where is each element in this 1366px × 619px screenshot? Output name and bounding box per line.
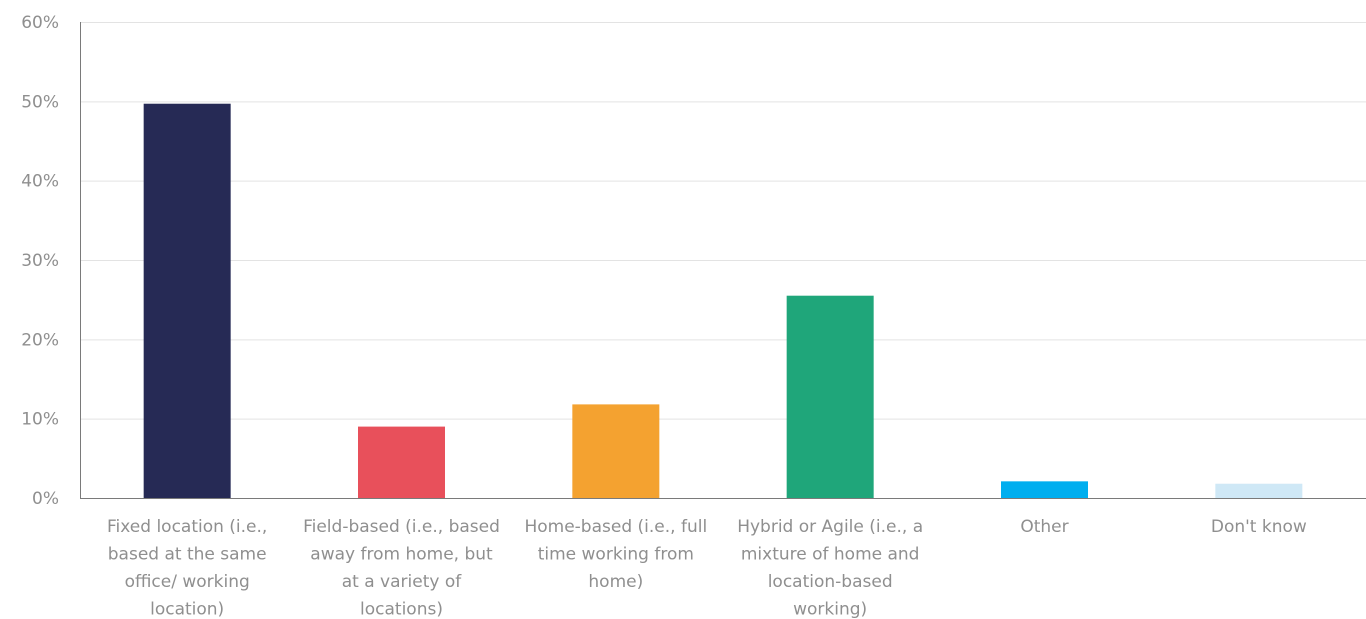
y-tick-label: 20%: [21, 330, 59, 350]
y-tick-label: 10%: [21, 410, 59, 430]
gridlines: [80, 22, 1366, 420]
x-axis-labels: Fixed location (i.e., based at the same of…: [107, 517, 1307, 619]
bar: [1215, 483, 1303, 498]
axes: [80, 22, 1366, 499]
bar: [1001, 481, 1088, 498]
x-tick-label: Home-based (i.e., full time working from h…: [524, 517, 707, 592]
y-tick-label: 0%: [32, 489, 59, 509]
bar: [786, 295, 874, 498]
y-tick-label: 50%: [21, 92, 59, 112]
x-tick-label: Field-based (i.e., based away from home, …: [303, 517, 500, 619]
x-tick-label: Fixed location (i.e., based at the same of…: [107, 517, 267, 619]
x-tick-label: Hybrid or Agile (i.e., a mixture of home …: [737, 517, 923, 619]
bar: [143, 103, 231, 499]
y-axis-ticks: 0% 10% 20% 30% 40% 50% 60%: [21, 13, 59, 509]
bars: [143, 103, 1303, 499]
y-tick-label: 60%: [21, 13, 59, 33]
y-tick-label: 40%: [21, 172, 59, 192]
bar: [572, 404, 660, 498]
bar: [358, 426, 445, 498]
x-tick-label: Other: [1020, 517, 1068, 537]
y-tick-label: 30%: [21, 251, 59, 271]
x-tick-label: Don't know: [1211, 517, 1307, 537]
